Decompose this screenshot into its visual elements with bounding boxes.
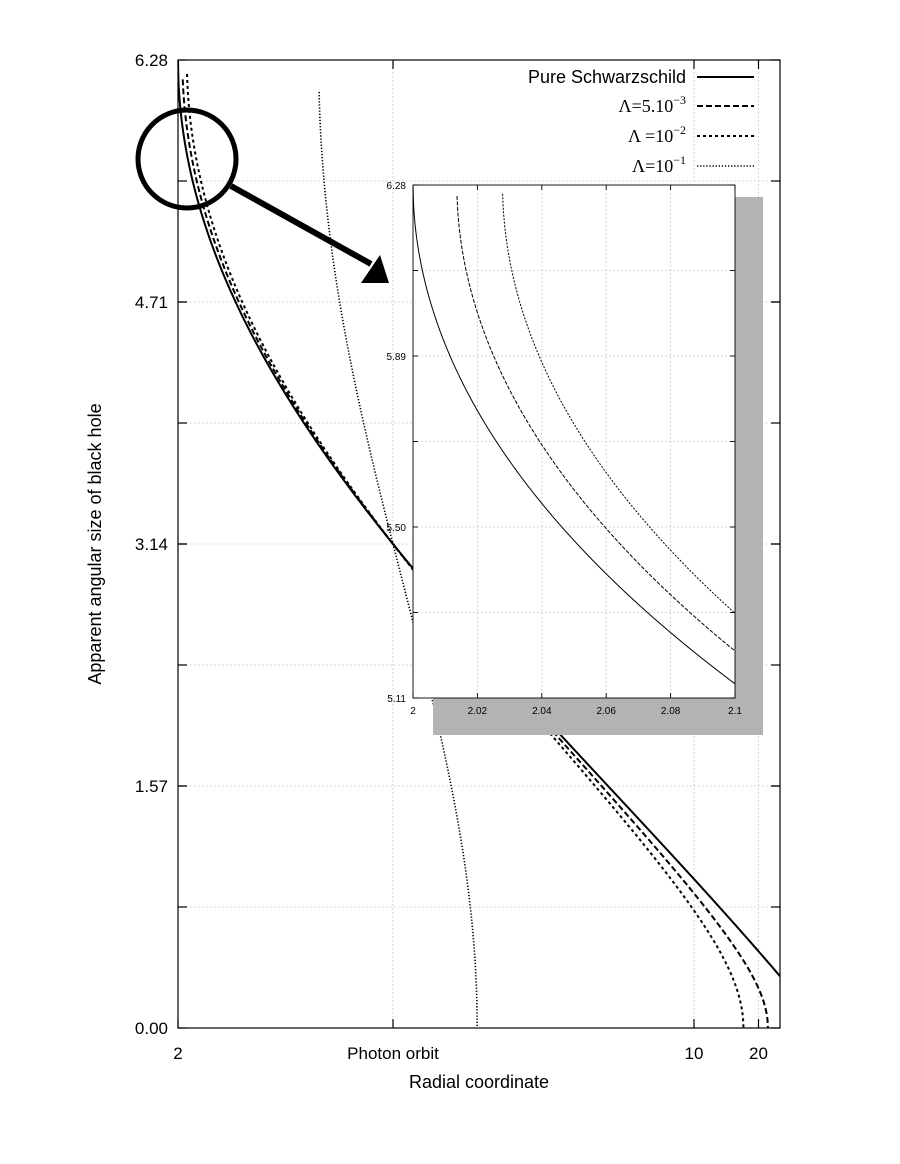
inset-x-tick-label: 2 [410,706,416,717]
y-tick-label: 0.00 [135,1019,168,1038]
y-tick-label: 1.57 [135,777,168,796]
inset-series-line [413,185,735,685]
inset-y-tick-label: 6.28 [387,181,407,192]
y-tick-label: 3.14 [135,535,168,554]
inset-series-line [502,193,735,614]
inset-tick-labels: 2 2.02 2.04 2.06 2.08 2.1 5.11 5.50 5.89 6.28 [387,181,743,717]
main-ticks [177,59,780,1029]
x-tick-label: Photon orbit [347,1044,439,1063]
inset-series-line [456,196,735,652]
main-tick-labels: 2 Photon orbit 10 20 0.00 1.57 3.14 4.71 6.28 [135,51,768,1063]
zoom-circle [135,107,239,211]
inset-y-tick-label: 5.11 [387,694,406,705]
inset-y-tick-label: 5.89 [387,352,407,363]
series-line [318,91,478,1028]
y-axis-title: Apparent angular size of black hole [85,403,105,684]
zoom-arrow-head [361,255,389,283]
legend-label: Pure Schwarzschild [528,67,686,87]
inset-ticks [412,184,736,699]
inset-x-tick-label: 2.1 [728,706,742,717]
inset-x-tick-label: 2.04 [532,706,552,717]
series-line [181,79,769,1028]
zoom-arrow-shaft [229,183,373,267]
y-tick-label: 6.28 [135,51,168,70]
inset-grid [413,185,735,698]
x-tick-label: 20 [749,1044,768,1063]
inset-series-lines [413,185,735,685]
inset-y-tick-label: 5.50 [387,523,407,534]
legend: Pure Schwarzschild Λ=5.10−3 Λ =10−2 Λ=10−1 [528,67,754,176]
x-tick-label: 2 [173,1044,182,1063]
inset-x-tick-label: 2.06 [596,706,616,717]
x-tick-label: 10 [685,1044,704,1063]
inset-x-tick-label: 2.02 [468,706,488,717]
inset-x-tick-label: 2.08 [661,706,681,717]
x-axis-title: Radial coordinate [409,1072,549,1092]
legend-label: Λ =10−2 [628,123,686,146]
legend-label: Λ=5.10−3 [619,93,686,116]
legend-label: Λ=10−1 [632,153,686,176]
y-tick-label: 4.71 [135,293,168,312]
